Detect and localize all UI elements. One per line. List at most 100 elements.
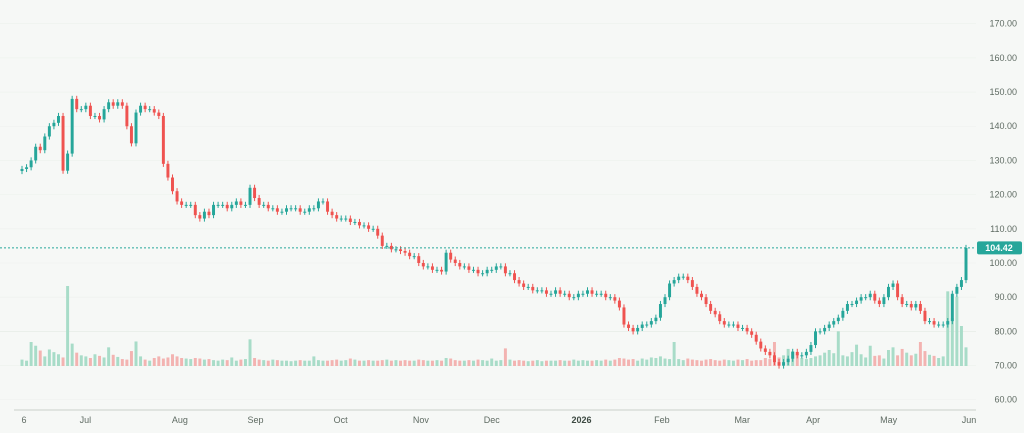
volume-bar [896, 355, 900, 366]
candle [590, 287, 594, 297]
candle-body [686, 276, 690, 281]
candle [845, 300, 849, 314]
last-price-tag: 104.42 [977, 241, 1022, 255]
candle-body [795, 351, 799, 356]
candle-body [221, 204, 225, 206]
candle [599, 290, 603, 297]
volume-bar [84, 356, 88, 366]
candle-body [581, 293, 585, 295]
candle-body [225, 204, 229, 209]
candle [918, 300, 922, 314]
candle [289, 205, 293, 212]
candle-body [531, 286, 535, 291]
candle [161, 112, 165, 167]
time-axis: 6 Jul Aug Sep Oct Nov Dec 2026 Feb Mar Apr May Jun [21, 415, 976, 425]
candle-body [923, 310, 927, 322]
volume-bar [503, 348, 507, 366]
candle-body [526, 286, 530, 288]
candle-body [143, 105, 147, 110]
volume-bar [61, 357, 65, 366]
candle-body [202, 211, 206, 219]
candle [481, 270, 485, 277]
candle-body [772, 355, 776, 363]
volume-bar [964, 347, 968, 366]
volume-bar [266, 360, 270, 366]
candle-body [175, 191, 179, 202]
candle [522, 280, 526, 290]
candle [914, 300, 918, 311]
volume-bar [494, 360, 498, 366]
volume-bar [75, 352, 79, 366]
candle-body [180, 201, 184, 205]
candle-body [449, 252, 453, 260]
candle-body [426, 266, 430, 268]
candle-body [905, 304, 909, 306]
volume-bar [139, 356, 143, 366]
candle [367, 222, 371, 232]
candle-body [412, 256, 416, 258]
candle [932, 318, 936, 328]
candle [576, 290, 580, 301]
candle-body [759, 341, 763, 349]
candle-body [239, 201, 243, 205]
candle [722, 318, 726, 328]
volume-bar [189, 359, 193, 366]
candle [75, 95, 79, 113]
volume-bar [303, 360, 307, 366]
candle-body [937, 324, 941, 326]
volume-bar [449, 358, 453, 366]
candle [681, 273, 685, 280]
candle-body [262, 204, 266, 206]
volume-bar [339, 360, 343, 366]
volume-bar [289, 361, 293, 366]
volume-bar [467, 360, 471, 366]
candle-body [508, 273, 512, 275]
candle-body [485, 269, 489, 274]
volume-bar [663, 358, 667, 366]
price-tick-label: 160.00 [989, 53, 1017, 63]
candle-body [631, 327, 635, 332]
candle-body [563, 293, 567, 295]
volume-bar [380, 360, 384, 366]
volume-bar [563, 360, 567, 366]
candle-body [859, 297, 863, 301]
volume-bar [184, 358, 188, 366]
candle [107, 99, 111, 113]
volume-bar [143, 359, 147, 366]
candle-body [52, 122, 56, 127]
candle [84, 102, 88, 113]
volume-bar [316, 360, 320, 366]
candle-body [663, 297, 667, 305]
candle [804, 348, 808, 359]
candle [453, 256, 457, 267]
volume-bar [581, 360, 585, 366]
volume-bar [371, 360, 375, 366]
candle-body [339, 218, 343, 220]
candle [490, 266, 494, 273]
volume-bar [29, 342, 33, 366]
volume-bar [490, 358, 494, 366]
candle [253, 184, 257, 202]
volume-bar [759, 360, 763, 366]
candle-body [964, 247, 968, 281]
candle [928, 318, 931, 325]
time-tick-label: Sep [248, 415, 264, 425]
candle [768, 348, 772, 359]
candle [380, 232, 384, 249]
candle [275, 205, 279, 215]
time-tick-label: 2026 [572, 415, 592, 425]
candle-body [832, 321, 836, 325]
candle-body [139, 105, 143, 113]
volume-bar [718, 360, 722, 366]
volume-bar [668, 359, 672, 366]
candle [786, 355, 790, 366]
candle [421, 259, 425, 270]
volume-bar [873, 355, 877, 366]
candle-body [727, 324, 731, 326]
volume-bar [421, 360, 425, 366]
volume-bar [950, 318, 954, 366]
candle-body [595, 293, 599, 295]
volume-bar [330, 360, 334, 366]
candle-body [316, 201, 320, 209]
